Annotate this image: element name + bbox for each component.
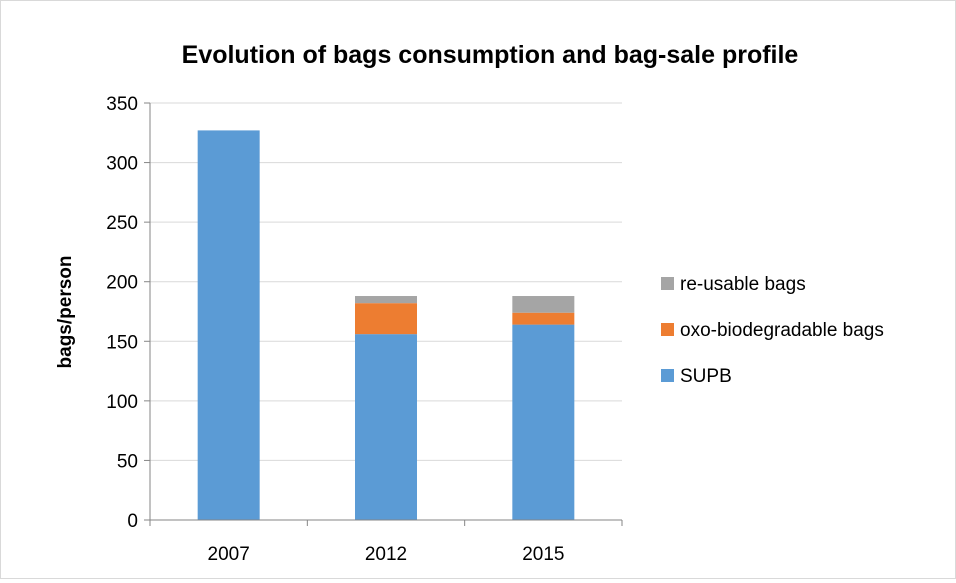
axes: 0 50 100 150 200 250 300 350 2007 2012 2015 — [106, 94, 623, 565]
bar-re-usable-bags-2015 — [512, 296, 575, 313]
legend-label: oxo-biodegradable bags — [680, 320, 884, 341]
chart-title: Evolution of bags consumption and bag-sa… — [182, 41, 799, 69]
y-tick-label: 50 — [117, 451, 138, 472]
bars — [197, 130, 575, 520]
legend-label: SUPB — [680, 366, 732, 387]
legend: re-usable bags oxo-biodegradable bags SUPB — [661, 274, 884, 387]
bar-oxo-biodegradable-bags-2015 — [512, 312, 575, 325]
bar-supb-2012 — [355, 334, 417, 520]
y-axis-title: bags/person — [55, 256, 76, 369]
bar-oxo-biodegradable-bags-2012 — [355, 303, 417, 335]
legend-label: re-usable bags — [680, 274, 806, 295]
x-tick-label: 2015 — [522, 544, 564, 565]
y-tick-label: 150 — [106, 332, 138, 353]
y-tick-label: 200 — [106, 273, 138, 294]
y-tick-label: 350 — [106, 94, 138, 115]
y-tick-label: 300 — [106, 154, 138, 175]
y-tick-label: 100 — [106, 392, 138, 413]
x-tick-label: 2012 — [365, 544, 407, 565]
bar-supb-2015 — [512, 324, 575, 520]
legend-swatch — [661, 323, 674, 336]
y-tick-label: 0 — [127, 511, 138, 532]
x-tick-label: 2007 — [208, 544, 250, 565]
y-tick-label: 250 — [106, 213, 138, 234]
bar-re-usable-bags-2012 — [355, 296, 417, 304]
bar-supb-2007 — [197, 130, 260, 520]
legend-swatch — [661, 369, 674, 382]
legend-swatch — [661, 277, 674, 290]
